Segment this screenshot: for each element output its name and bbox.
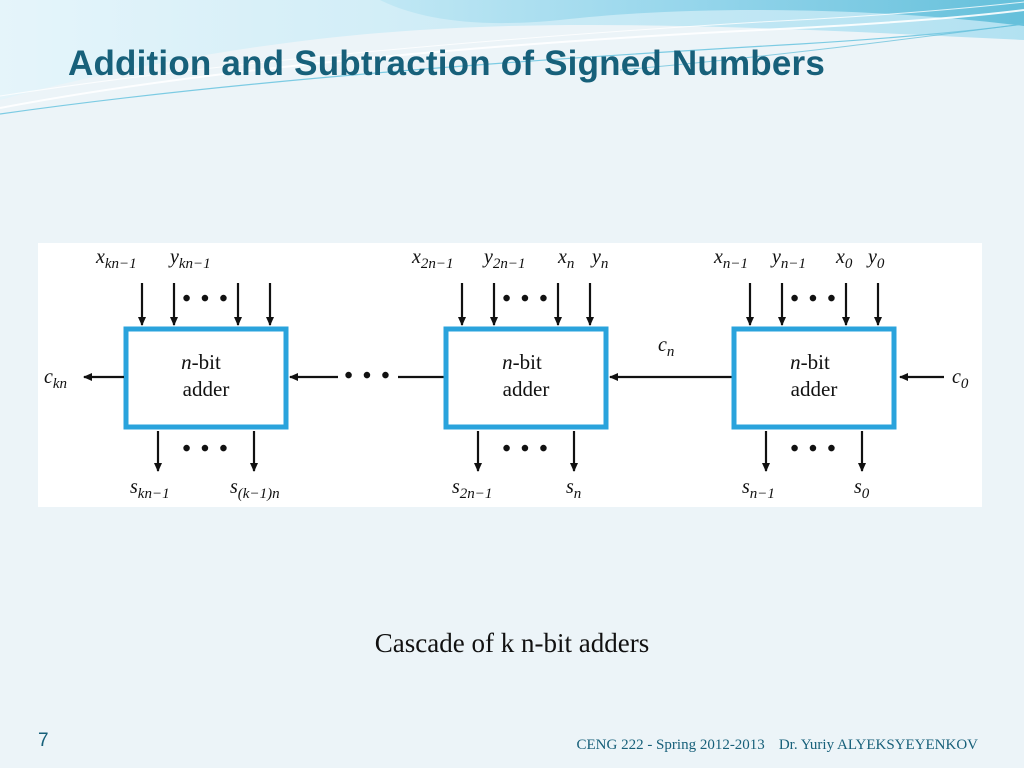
left-output-ellipsis: • • •	[182, 436, 229, 462]
label-y-n: yn	[590, 246, 608, 272]
label-y-n-1: yn−1	[770, 246, 806, 272]
right-output-ellipsis: • • •	[790, 436, 837, 462]
label-c-kn: ckn	[44, 366, 67, 392]
label-x-kn-1: xkn−1	[95, 246, 137, 272]
slide-number: 7	[38, 730, 49, 751]
label-s-n-1: sn−1	[742, 476, 775, 502]
slide-footer: CENG 222 - Spring 2012-2013 Dr. Yuriy ALY…	[576, 737, 978, 754]
middle-output-ellipsis: • • •	[502, 436, 549, 462]
adder-cascade-diagram: n-bit adder • • • xkn−1 ykn−1 ckn • • • …	[44, 246, 969, 502]
middle-input-ellipsis: • • •	[502, 286, 549, 312]
left-adder-label-line1: n-bit	[181, 350, 221, 374]
left-adder-label-line2: adder	[183, 377, 230, 401]
right-input-ellipsis: • • •	[790, 286, 837, 312]
label-c-n: cn	[658, 334, 674, 360]
label-s-n: sn	[566, 476, 581, 502]
figure-caption: Cascade of k n-bit adders	[374, 628, 650, 658]
label-y-0: y0	[866, 246, 885, 272]
right-adder-stage: n-bit adder • • • xn−1 yn−1 x0 y0 c0 • •…	[713, 246, 969, 502]
middle-adder-label-line1: n-bit	[502, 350, 542, 374]
label-s-2n-1: s2n−1	[452, 476, 492, 502]
left-adder-stage: n-bit adder • • • xkn−1 ykn−1 ckn • • • …	[44, 246, 289, 502]
label-y-2n-1: y2n−1	[482, 246, 526, 272]
right-adder-label-line2: adder	[791, 377, 838, 401]
label-s-k-1-n: s(k−1)n	[230, 476, 280, 502]
label-c-0: c0	[952, 366, 969, 392]
label-s-kn-1: skn−1	[130, 476, 170, 502]
stage-gap-ellipsis: • • •	[344, 363, 391, 389]
diagram-panel: n-bit adder • • • xkn−1 ykn−1 ckn • • • …	[38, 243, 982, 507]
label-x-n-1: xn−1	[713, 246, 748, 272]
left-input-ellipsis: • • •	[182, 286, 229, 312]
header-wave-decoration	[0, 0, 1024, 115]
label-y-kn-1: ykn−1	[168, 246, 211, 272]
right-adder-label-line1: n-bit	[790, 350, 830, 374]
middle-adder-stage: n-bit adder • • • x2n−1 y2n−1 xn yn • • …	[411, 246, 609, 502]
label-x-0: x0	[835, 246, 853, 272]
footer-course: CENG 222 - Spring 2012-2013	[576, 737, 765, 753]
middle-adder-box	[443, 326, 609, 430]
footer-author: Dr. Yuriy ALYEKSYEYENKOV	[778, 737, 978, 753]
middle-adder-label-line2: adder	[503, 377, 550, 401]
right-adder-box	[731, 326, 897, 430]
left-adder-box	[123, 326, 289, 430]
label-x-2n-1: x2n−1	[411, 246, 454, 272]
label-x-n: xn	[557, 246, 574, 272]
slide-title: Addition and Subtraction of Signed Numbe…	[68, 44, 826, 83]
label-s-0: s0	[854, 476, 870, 502]
